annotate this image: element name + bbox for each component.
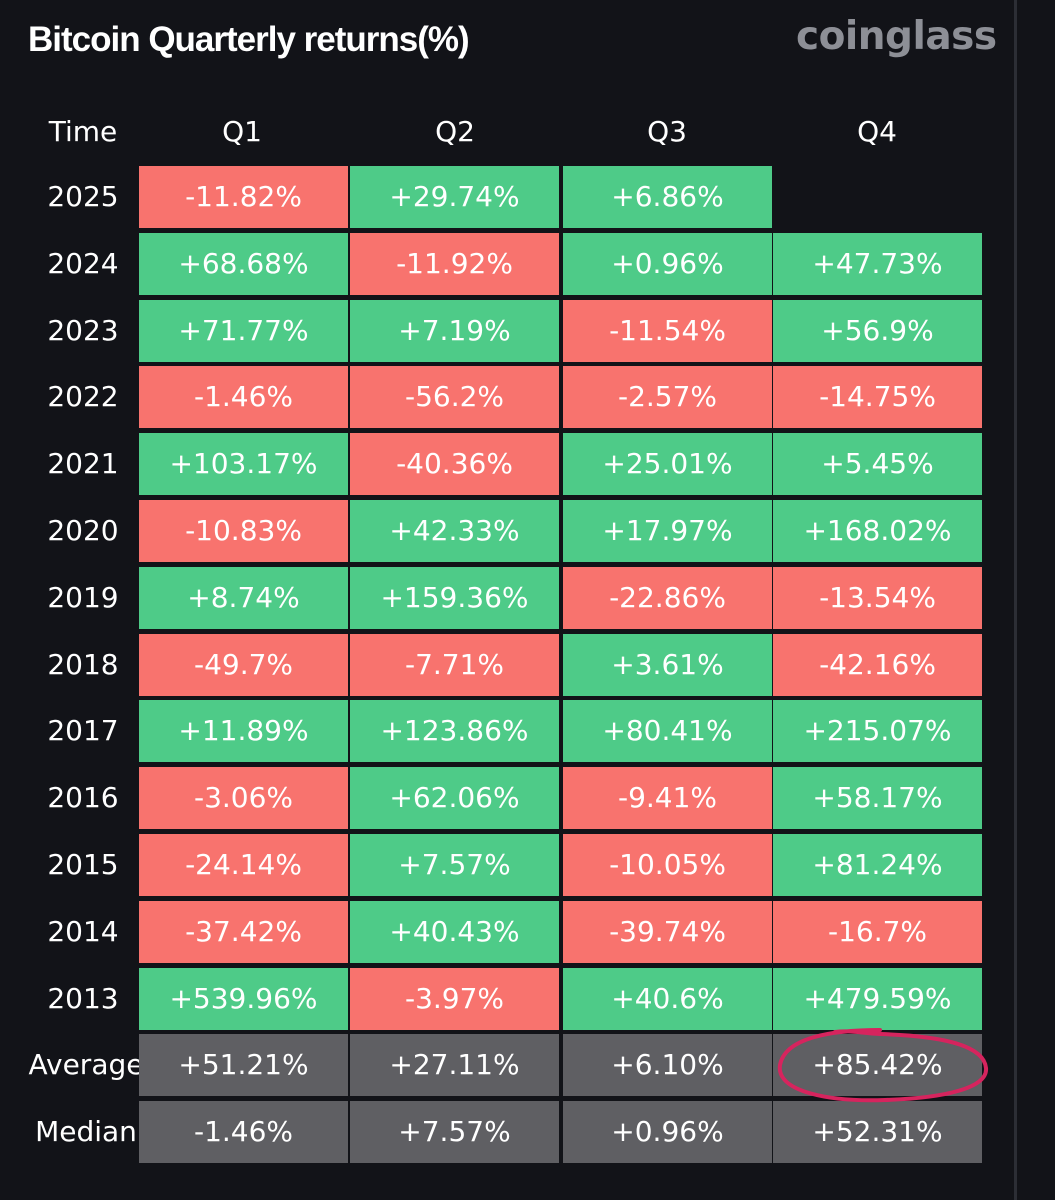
cell-2025-q3: +6.86% — [563, 166, 772, 228]
row-label-2022: 2022 — [47, 380, 119, 414]
cell-median-q3: +0.96% — [563, 1101, 772, 1164]
cell-2013-q2: -3.97% — [350, 967, 559, 1030]
cell-2021-q3: +25.01% — [563, 433, 772, 496]
cell-2025-q1: -11.82% — [139, 166, 348, 228]
row-label-2021: 2021 — [47, 447, 119, 481]
cell-2018-q1: -49.7% — [139, 633, 348, 696]
cell-2021-q2: -40.36% — [350, 433, 559, 496]
column-header-q2: Q2 — [435, 115, 475, 148]
row-label-2018: 2018 — [47, 647, 119, 681]
cell-2017-q4: +215.07% — [773, 700, 982, 763]
row-label-median: Median — [35, 1115, 137, 1149]
cell-2022-q4: -14.75% — [773, 366, 982, 429]
cell-2013-q4: +479.59% — [773, 967, 982, 1030]
cell-2015-q4: +81.24% — [773, 834, 982, 896]
cell-2015-q3: -10.05% — [563, 834, 772, 896]
cell-2019-q3: -22.86% — [563, 566, 772, 629]
cell-2024-q1: +68.68% — [139, 232, 348, 295]
cell-average-q3: +6.10% — [563, 1034, 772, 1097]
cell-2022-q1: -1.46% — [139, 366, 348, 429]
cell-2016-q2: +62.06% — [350, 767, 559, 830]
row-label-2013: 2013 — [47, 981, 119, 1015]
cell-2020-q3: +17.97% — [563, 500, 772, 562]
cell-2024-q2: -11.92% — [350, 232, 559, 295]
row-label-2015: 2015 — [47, 848, 119, 881]
cell-2017-q3: +80.41% — [563, 700, 772, 763]
row-label-average: Average — [28, 1048, 144, 1082]
cell-median-q4: +52.31% — [773, 1101, 982, 1164]
row-label-2017: 2017 — [47, 714, 119, 748]
row-label-2016: 2016 — [47, 781, 119, 815]
column-header-q4: Q4 — [857, 115, 897, 148]
cell-2023-q2: +7.19% — [350, 299, 559, 362]
cell-2024-q3: +0.96% — [563, 232, 772, 295]
cell-2020-q1: -10.83% — [139, 500, 348, 562]
cell-2019-q1: +8.74% — [139, 566, 348, 629]
cell-median-q2: +7.57% — [350, 1101, 559, 1164]
chart-title: Bitcoin Quarterly returns(%) — [28, 20, 470, 59]
cell-2013-q3: +40.6% — [563, 967, 772, 1030]
cell-2017-q1: +11.89% — [139, 700, 348, 763]
row-label-2023: 2023 — [47, 313, 119, 347]
row-label-2014: 2014 — [47, 914, 119, 948]
cell-2018-q3: +3.61% — [563, 633, 772, 696]
cell-2014-q1: -37.42% — [139, 900, 348, 963]
cell-2014-q4: -16.7% — [773, 900, 982, 963]
cell-2014-q3: -39.74% — [563, 900, 772, 963]
cell-2023-q1: +71.77% — [139, 299, 348, 362]
panel-edge — [1014, 0, 1017, 1200]
cell-2019-q4: -13.54% — [773, 566, 982, 629]
cell-2024-q4: +47.73% — [773, 232, 982, 295]
cell-2021-q1: +103.17% — [139, 433, 348, 496]
cell-2023-q3: -11.54% — [563, 299, 772, 362]
cell-2016-q3: -9.41% — [563, 767, 772, 830]
cell-2025-q2: +29.74% — [350, 166, 559, 228]
cell-2022-q3: -2.57% — [563, 366, 772, 429]
cell-2018-q4: -42.16% — [773, 633, 982, 696]
column-header-time: Time — [48, 115, 118, 148]
row-label-2025: 2025 — [47, 180, 119, 213]
cell-2020-q2: +42.33% — [350, 500, 559, 562]
row-label-2020: 2020 — [47, 514, 119, 547]
cell-2013-q1: +539.96% — [139, 967, 348, 1030]
cell-2021-q4: +5.45% — [773, 433, 982, 496]
cell-2016-q1: -3.06% — [139, 767, 348, 830]
column-header-q3: Q3 — [647, 115, 687, 148]
cell-average-q2: +27.11% — [350, 1034, 559, 1097]
cell-average-q4: +85.42% — [773, 1034, 982, 1097]
cell-2023-q4: +56.9% — [773, 299, 982, 362]
cell-2020-q4: +168.02% — [773, 500, 982, 562]
cell-2016-q4: +58.17% — [773, 767, 982, 830]
cell-2015-q2: +7.57% — [350, 834, 559, 896]
cell-2018-q2: -7.71% — [350, 633, 559, 696]
column-header-q1: Q1 — [222, 115, 262, 148]
cell-2022-q2: -56.2% — [350, 366, 559, 429]
cell-2015-q1: -24.14% — [139, 834, 348, 896]
cell-average-q1: +51.21% — [139, 1034, 348, 1097]
coinglass-logo: coinglass — [796, 14, 997, 59]
cell-2019-q2: +159.36% — [350, 566, 559, 629]
row-label-2019: 2019 — [47, 580, 119, 614]
row-label-2024: 2024 — [47, 246, 119, 280]
cell-median-q1: -1.46% — [139, 1101, 348, 1164]
cell-2014-q2: +40.43% — [350, 900, 559, 963]
cell-2017-q2: +123.86% — [350, 700, 559, 763]
